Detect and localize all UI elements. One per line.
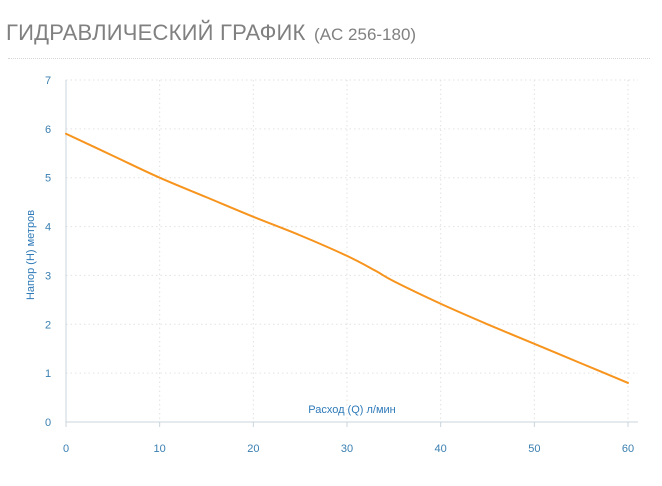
title-divider <box>8 58 650 59</box>
y-tick-label: 4 <box>45 222 51 234</box>
x-tick-label: 30 <box>341 443 353 455</box>
y-tick-label: 1 <box>45 368 51 380</box>
y-tick-label: 0 <box>45 417 51 429</box>
y-tick-label: 5 <box>45 173 51 185</box>
x-tick-label: 40 <box>435 443 447 455</box>
x-tick-label: 60 <box>622 443 634 455</box>
x-tick-label: 10 <box>154 443 166 455</box>
y-tick-label: 7 <box>45 75 51 87</box>
x-tick-label: 20 <box>247 443 259 455</box>
y-tick-label: 2 <box>45 319 51 331</box>
tick-labels: 0 10 20 30 40 50 60 0 1 2 3 4 5 6 7 <box>45 75 634 455</box>
x-tick-label: 50 <box>528 443 540 455</box>
x-axis-label: Расход (Q) л/мин <box>308 404 396 416</box>
y-axis-label: Напор (H) метров <box>25 210 37 300</box>
series-line <box>65 132 629 384</box>
chart-title: ГИДРАВЛИЧЕСКИЙ ГРАФИК (AC 256-180) <box>6 20 416 46</box>
x-tick-label: 0 <box>63 443 69 455</box>
y-tick-label: 3 <box>45 270 51 282</box>
series-layer <box>65 132 629 384</box>
grid <box>65 79 638 422</box>
chart-title-main: ГИДРАВЛИЧЕСКИЙ ГРАФИК <box>6 20 306 45</box>
axes <box>65 80 638 427</box>
y-tick-label: 6 <box>45 124 51 136</box>
chart-title-model: (AC 256-180) <box>314 25 417 44</box>
